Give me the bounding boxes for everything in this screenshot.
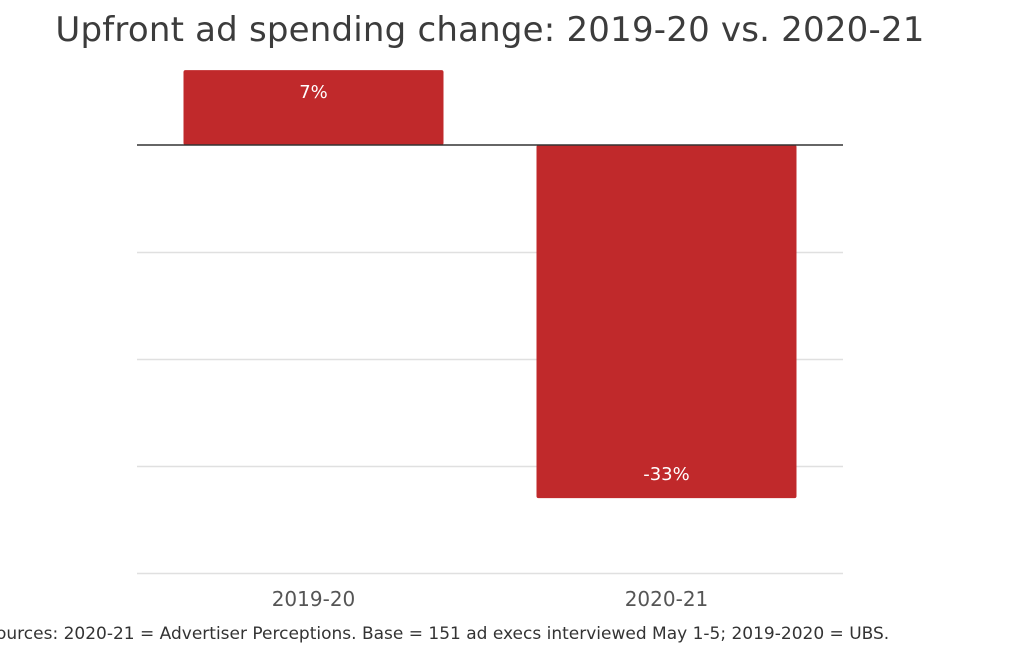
chart-source-note: ources: 2020-21 = Advertiser Perceptions… bbox=[0, 624, 890, 644]
x-tick-label: 2020-21 bbox=[625, 587, 709, 611]
data-label: -33% bbox=[643, 464, 690, 485]
bar bbox=[536, 145, 797, 499]
x-tick-label: 2019-20 bbox=[272, 587, 356, 611]
bar bbox=[183, 70, 444, 145]
chart-title: Upfront ad spending change: 2019-20 vs. … bbox=[55, 10, 925, 50]
data-label: 7% bbox=[299, 82, 328, 103]
